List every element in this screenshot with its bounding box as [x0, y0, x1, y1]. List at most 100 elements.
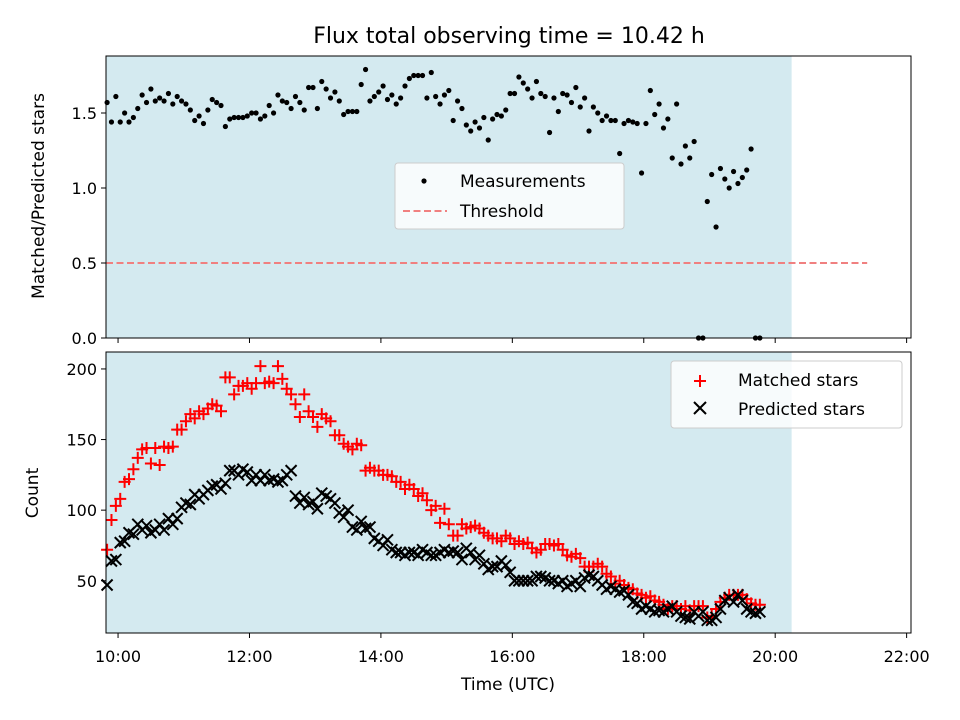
predicted-star-point: [473, 549, 486, 562]
measurement-point: [222, 123, 228, 130]
measurement-point: [270, 110, 277, 116]
predicted-star-point: [354, 515, 368, 528]
matched-star-point: [333, 429, 346, 442]
measurement-point: [288, 105, 294, 112]
predicted-star-point: [271, 475, 285, 489]
measurement-point: [485, 137, 491, 143]
measurement-point: [354, 108, 360, 115]
predicted-star-point: [701, 614, 714, 627]
measurement-point: [713, 224, 719, 230]
y-tick-label: 50: [77, 572, 97, 591]
measurement-point: [730, 168, 737, 175]
predicted-star-point: [403, 546, 416, 559]
measurement-point: [244, 113, 250, 119]
measurement-point: [292, 93, 299, 100]
predicted-star-point: [442, 546, 456, 559]
measurement-point: [744, 167, 750, 173]
matched-star-point: [223, 371, 236, 384]
predicted-star-point: [683, 612, 696, 626]
top-y-axis-label: Matched/Predicted stars: [29, 93, 49, 299]
measurement-point: [647, 87, 653, 94]
top-legend-box: [394, 162, 625, 230]
measurement-point: [143, 99, 150, 106]
y-tick-label: 1.5: [72, 104, 97, 123]
predicted-star-point: [543, 574, 556, 587]
matched-star-point: [429, 499, 442, 512]
measurement-point: [130, 114, 136, 121]
measurement-point: [323, 86, 329, 92]
bottom-y-axis-label: Count: [23, 467, 43, 518]
measurement-point: [516, 74, 522, 80]
top-marks: [104, 66, 868, 341]
measurement-point: [682, 143, 688, 149]
predicted-star-point: [390, 546, 403, 559]
measurement-point: [406, 75, 412, 82]
measurement-point: [196, 113, 202, 119]
matched-star-point: [307, 410, 319, 423]
measurement-point: [275, 92, 281, 98]
measurement-point: [240, 114, 246, 121]
measurement-point: [279, 98, 285, 104]
measurement-point: [437, 101, 443, 107]
predicted-star-point: [337, 511, 350, 524]
measurement-point: [327, 95, 334, 101]
measurement-point: [612, 117, 618, 124]
measurement-point: [411, 72, 417, 79]
matched-star-point: [442, 518, 455, 531]
predicted-star-point: [359, 522, 372, 535]
measurement-point: [551, 95, 557, 101]
measurement-point: [748, 146, 754, 152]
measurement-point: [135, 105, 141, 112]
bottom-panel: 50 100 150 200 10:00 12:00 14:00 16:00 18:00 20:0…: [23, 351, 930, 695]
matched-star-point: [101, 543, 114, 556]
bottom-axes-frame: [105, 351, 912, 634]
predicted-star-point: [626, 595, 640, 609]
measurement-point: [314, 105, 320, 112]
measurement-point: [345, 108, 351, 115]
bottom-legend: Matched stars Predicted stars: [670, 360, 903, 429]
measurement-point: [148, 86, 154, 92]
predicted-star-point: [674, 609, 688, 623]
measurement-point: [481, 114, 487, 121]
x-tick-label: 12:00: [226, 647, 272, 666]
measurement-point: [218, 102, 224, 109]
predicted-star-point: [223, 464, 236, 477]
measurement-point: [608, 117, 614, 124]
measurement-point: [546, 129, 553, 136]
measurement-point: [161, 98, 167, 104]
bottom-marks: [100, 360, 767, 627]
predicted-star-point: [709, 611, 723, 624]
x-axis-label: Time (UTC): [460, 675, 555, 695]
measurement-point: [235, 114, 242, 121]
matched-star-point: [293, 410, 306, 423]
measurement-point: [520, 80, 526, 86]
matched-star-point: [434, 516, 447, 529]
measurement-point: [533, 78, 540, 85]
matched-star-point: [105, 514, 118, 527]
measurement-point: [433, 93, 439, 100]
measurement-point: [568, 99, 575, 106]
matched-star-point: [451, 529, 464, 542]
measurement-point: [564, 92, 570, 98]
measurement-point: [446, 87, 452, 94]
x-tick-label: 16:00: [489, 647, 535, 666]
predicted-star-point: [534, 570, 548, 583]
matched-star-point: [179, 415, 192, 428]
measurement-point: [192, 117, 198, 124]
measurement-point: [257, 116, 264, 122]
predicted-star-point: [298, 491, 311, 504]
measurement-point: [603, 113, 610, 119]
measurement-point: [227, 116, 233, 122]
measurement-point: [428, 69, 434, 76]
measurement-point: [498, 113, 504, 119]
measurement-point: [638, 170, 645, 176]
measurement-point: [468, 128, 474, 134]
predicted-star-point: [613, 585, 626, 599]
measurement-point: [490, 116, 496, 122]
measurement-point: [476, 125, 483, 131]
matched-star-point: [131, 451, 144, 464]
x-tick-label: 14:00: [358, 647, 404, 666]
predicted-star-point: [425, 549, 438, 562]
predicted-star-point: [311, 502, 324, 515]
